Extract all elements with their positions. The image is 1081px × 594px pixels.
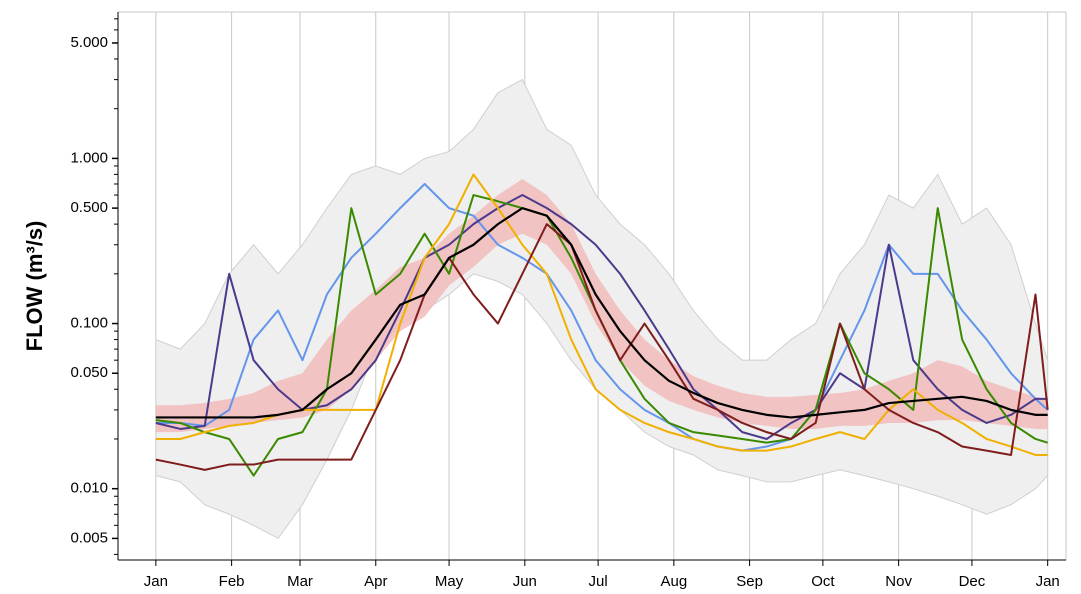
y-tick-label: 0.500	[70, 199, 108, 216]
y-axis-label: FLOW (m³/s)	[22, 221, 47, 352]
x-tick-label: Aug	[660, 573, 687, 590]
y-tick-label: 0.100	[70, 315, 108, 332]
x-tick-label: Mar	[287, 573, 313, 590]
x-tick-label: Jul	[589, 573, 608, 590]
y-tick-label: 1.000	[70, 149, 108, 166]
x-tick-label: Oct	[811, 573, 835, 590]
series-line	[155, 223, 1049, 471]
series-line	[155, 173, 1048, 456]
x-tick-label: Nov	[885, 573, 912, 590]
x-tick-label: Jun	[513, 573, 537, 590]
x-tick-label: Dec	[959, 573, 986, 590]
x-tick-label: May	[435, 573, 464, 590]
x-tick-label: Jan	[144, 573, 168, 590]
x-tick-label: Apr	[364, 573, 387, 590]
y-tick-label: 0.010	[70, 480, 108, 497]
y-tick-label: 0.005	[70, 529, 108, 546]
x-tick-label: Feb	[219, 573, 245, 590]
median-line	[155, 207, 1048, 419]
x-tick-label: Jan	[1036, 573, 1060, 590]
y-tick-label: 0.050	[70, 364, 108, 381]
y-tick-label: 5.000	[70, 34, 108, 51]
series-line	[155, 182, 1049, 452]
x-tick-label: Sep	[736, 573, 763, 590]
